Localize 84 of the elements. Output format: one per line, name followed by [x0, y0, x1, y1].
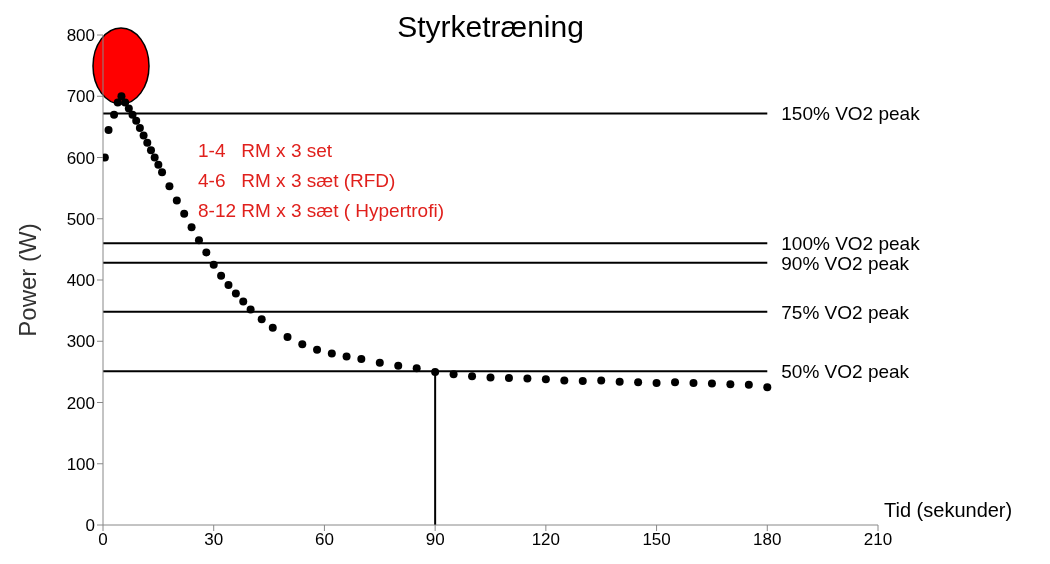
point [154, 160, 163, 169]
point [671, 378, 680, 387]
x-tick-label: 0 [98, 530, 108, 550]
point [313, 345, 322, 354]
point [357, 355, 366, 364]
annotation: 1-4 RM x 3 set [198, 139, 334, 163]
point [231, 289, 240, 298]
point [172, 196, 181, 205]
x-tick-label: 150 [642, 530, 671, 550]
ref-line-label: 50% VO2 peak [781, 361, 910, 383]
point [268, 323, 277, 332]
point [486, 373, 495, 382]
point [121, 98, 130, 107]
y-tick-label: 300 [66, 332, 95, 352]
point [652, 378, 661, 387]
x-tick-label: 120 [531, 530, 561, 550]
point [180, 209, 189, 218]
point [504, 374, 513, 382]
point [394, 361, 403, 370]
point [707, 379, 716, 388]
x-tick-label: 60 [314, 530, 334, 550]
point [104, 125, 113, 134]
point [342, 352, 351, 361]
point [283, 332, 292, 341]
ref-line-label: 75% VO2 peak [781, 301, 910, 323]
point [412, 364, 421, 373]
y-tick-label: 500 [66, 209, 95, 229]
point [150, 153, 159, 162]
point [634, 378, 643, 387]
point [468, 372, 477, 381]
point [194, 236, 203, 245]
y-tick-label: 800 [66, 26, 95, 46]
point [117, 92, 126, 101]
x-tick-label: 210 [863, 530, 893, 550]
point [597, 376, 606, 385]
point [124, 104, 133, 113]
y-tick-label: 600 [66, 148, 95, 168]
point [128, 110, 137, 119]
point [165, 182, 174, 191]
x-axis-title: Tid (sekunder) [884, 499, 1013, 522]
point [578, 377, 587, 386]
chart-title: Styrketræning [397, 10, 584, 43]
point [744, 380, 753, 389]
x-tick-label: 90 [425, 530, 445, 550]
point [143, 138, 152, 147]
point [217, 271, 226, 280]
point [139, 131, 148, 140]
ref-line-label: 100% VO2 peak [781, 232, 921, 254]
point [224, 280, 233, 289]
point [726, 380, 735, 389]
point [110, 110, 119, 119]
x-tick-label: 180 [753, 530, 782, 550]
point [327, 349, 336, 358]
point [541, 375, 550, 384]
point [523, 374, 532, 383]
point [135, 124, 144, 133]
point [375, 358, 384, 367]
point [113, 98, 122, 107]
y-tick-label: 100 [66, 454, 95, 474]
y-tick-label: 200 [66, 393, 95, 413]
point [763, 383, 772, 392]
point [187, 223, 196, 232]
point [209, 260, 218, 269]
y-tick-label: 400 [66, 271, 95, 291]
point [689, 378, 698, 387]
point [202, 248, 211, 257]
point [246, 305, 255, 314]
point [431, 367, 440, 376]
y-axis-title: Power (W) [14, 223, 42, 337]
x-tick-label: 30 [204, 530, 224, 550]
y-tick-label: 700 [66, 87, 95, 107]
annotation: 4-6 RM x 3 sæt (RFD) [198, 169, 397, 193]
point [239, 297, 248, 306]
point [449, 370, 458, 379]
annotation: 8-12 RM x 3 sæt ( Hypertrofi) [198, 199, 444, 223]
ref-line-label: 150% VO2 peak [781, 103, 921, 125]
point [132, 116, 141, 125]
y-tick-label: 0 [85, 516, 95, 536]
point [615, 377, 624, 386]
point [146, 146, 155, 155]
point [158, 168, 167, 177]
point [298, 340, 307, 349]
point [560, 376, 569, 385]
point [257, 315, 266, 324]
